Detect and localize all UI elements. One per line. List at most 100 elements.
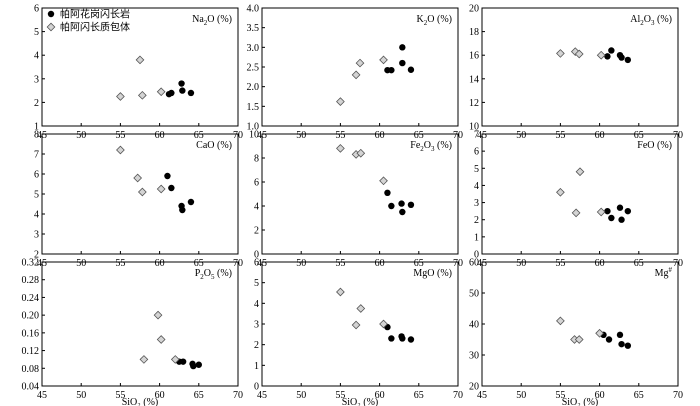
data-point-granodiorite — [190, 362, 197, 370]
panel-label-part: Na — [192, 14, 204, 25]
panel-label-part: CaO — [196, 140, 214, 151]
data-point-granodiorite — [398, 200, 405, 207]
x-tick-label: 65 — [634, 390, 644, 401]
y-tick-label: 12 — [469, 98, 479, 109]
data-point-enclave — [133, 173, 143, 183]
y-tick-label: 2 — [474, 215, 479, 226]
data-point-enclave — [379, 176, 388, 186]
y-tick-label: 0.24 — [22, 293, 40, 304]
x-tick-label: 60 — [155, 258, 165, 269]
y-tick-label: 40 — [469, 320, 479, 331]
x-tick-label: 55 — [555, 258, 565, 269]
panel-mg: 20 30 40 50 60 45 50 55 60 65 70 Mg# SiO₂ (%) — [469, 258, 683, 406]
data-point-enclave — [575, 167, 585, 177]
y-tick-label: 3.0 — [247, 43, 260, 54]
y-tick-label: 6 — [254, 258, 259, 269]
x-tick-label: 65 — [194, 258, 204, 269]
data-point-granodiorite — [164, 172, 171, 180]
y-tick-label: 6 — [34, 170, 39, 181]
x-tick-label: 65 — [194, 130, 204, 141]
x-tick-label: 70 — [673, 390, 683, 401]
plot-frame — [481, 7, 679, 127]
x-tick-label: 65 — [194, 390, 204, 401]
panel-label-part: (%) — [655, 140, 673, 151]
y-tick-label: 7 — [34, 150, 39, 161]
data-point-granodiorite — [187, 89, 195, 97]
y-tick-label: 2.0 — [247, 82, 260, 93]
data-point-granodiorite — [165, 90, 173, 98]
panel-label-part: (%) — [435, 140, 453, 151]
panel-label-part: 3 — [651, 19, 655, 27]
data-point-granodiorite — [388, 335, 395, 342]
y-tick-label: 10 — [469, 122, 479, 133]
y-tick-label: 6 — [474, 147, 479, 158]
y-tick-label: 3 — [34, 74, 39, 85]
data-point-enclave — [137, 90, 147, 100]
data-point-enclave — [379, 55, 388, 65]
panel-label: MgO (%) — [413, 268, 452, 279]
x-tick-label: 65 — [634, 258, 644, 269]
x-tick-label: 45 — [477, 390, 487, 401]
data-point-enclave — [351, 320, 361, 330]
x-tick-label: 70 — [453, 390, 463, 401]
data-point-enclave — [156, 184, 166, 194]
x-tick-label: 55 — [115, 130, 125, 141]
data-point-enclave — [336, 287, 345, 297]
x-tick-label: 50 — [76, 390, 86, 401]
y-tick-label: 0.08 — [22, 364, 40, 375]
x-tick-label: 55 — [555, 130, 565, 141]
x-tick-label: 50 — [296, 130, 306, 141]
data-point-granodiorite — [616, 204, 624, 211]
y-tick-label: 1 — [474, 232, 479, 243]
data-point-granodiorite — [407, 336, 415, 343]
panel-label-part: (%) — [435, 14, 453, 25]
data-point-enclave — [137, 187, 147, 197]
y-tick-label: 5 — [254, 278, 259, 289]
data-point-granodiorite — [384, 189, 391, 196]
data-point-granodiorite — [407, 201, 415, 208]
panel-label-part: P — [195, 268, 201, 279]
data-point-granodiorite — [179, 358, 187, 365]
panel-label-part: Mg — [655, 268, 669, 279]
x-tick-label: 65 — [414, 258, 424, 269]
data-point-enclave — [170, 355, 180, 364]
x-tick-label: 65 — [634, 130, 644, 141]
y-tick-label: 4 — [34, 210, 39, 221]
y-tick-label: 30 — [469, 351, 479, 362]
panel-label: Fe2O3 (%) — [410, 140, 452, 153]
x-tick-label: 60 — [375, 130, 385, 141]
y-tick-label: 0 — [474, 250, 479, 261]
panel-label-part: (%) — [435, 268, 453, 279]
data-point-granodiorite — [179, 206, 186, 214]
data-point-granodiorite — [604, 207, 611, 215]
x-tick-label: 65 — [414, 130, 424, 141]
data-point-enclave — [556, 316, 565, 326]
y-tick-label: 1.5 — [247, 102, 260, 113]
x-tick-label: 50 — [296, 390, 306, 401]
y-tick-label: 5 — [474, 164, 479, 175]
x-tick-label: 55 — [335, 390, 345, 401]
y-tick-label: 0.16 — [22, 328, 40, 339]
data-point-granodiorite — [407, 66, 415, 73]
legend-marker-granodiorite — [47, 10, 55, 18]
y-tick-label: 8 — [254, 154, 259, 165]
data-point-granodiorite — [618, 216, 625, 223]
data-point-granodiorite — [178, 80, 185, 87]
panel-label-part: (%) — [215, 140, 233, 151]
data-point-granodiorite — [399, 44, 406, 51]
data-point-enclave — [595, 328, 604, 338]
data-point-enclave — [356, 304, 366, 313]
panel-label-part: FeO — [637, 140, 654, 151]
y-tick-label: 18 — [469, 27, 479, 38]
data-point-granodiorite — [399, 335, 406, 342]
x-tick-label: 55 — [115, 390, 125, 401]
data-point-granodiorite — [187, 198, 195, 206]
panel-label-part: Al — [630, 14, 640, 25]
plot-frame — [481, 133, 679, 255]
data-point-granodiorite — [388, 202, 395, 210]
data-point-granodiorite — [605, 336, 613, 343]
legend-marker-enclave — [46, 22, 56, 32]
